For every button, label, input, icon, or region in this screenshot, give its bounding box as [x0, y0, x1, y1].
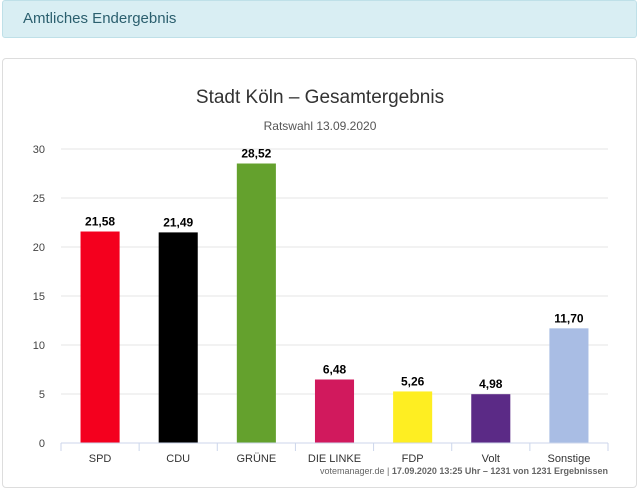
y-tick-label: 5	[39, 389, 45, 401]
x-tick-label: DIE LINKE	[308, 453, 361, 465]
gridlines	[61, 148, 608, 395]
data-labels: 21,58 21,49 28,52 6,48 5,26 4,98 11,70	[85, 147, 584, 392]
x-tick-label: Sonstige	[548, 453, 591, 465]
bars	[80, 163, 589, 443]
data-label: 28,52	[241, 147, 271, 161]
x-tick-label: SPD	[89, 453, 112, 465]
bar[interactable]	[80, 231, 120, 443]
bar[interactable]	[471, 394, 511, 443]
y-tick-label: 20	[33, 242, 45, 254]
data-label: 21,49	[163, 215, 193, 229]
y-tick-label: 10	[33, 340, 45, 352]
footer-status: votemanager.de | 17.09.2020 13:25 Uhr – …	[320, 466, 608, 476]
result-banner: Amtliches Endergebnis	[2, 0, 637, 38]
y-tick-label: 25	[33, 193, 45, 205]
data-label: 4,98	[479, 377, 503, 391]
y-tick-label: 30	[33, 144, 45, 156]
footer-separator: |	[385, 466, 392, 476]
banner-title: Amtliches Endergebnis	[23, 10, 177, 27]
bar[interactable]	[314, 379, 355, 443]
bar[interactable]	[393, 391, 433, 443]
chart-subtitle: Ratswahl 13.09.2020	[264, 119, 377, 133]
y-axis-ticks: 0 5 10 15 20 25 30	[33, 144, 45, 450]
footer-count: 17.09.2020 13:25 Uhr – 1231 von 1231 Erg…	[392, 466, 608, 476]
x-tick-label: GRÜNE	[236, 453, 276, 465]
data-label: 6,48	[323, 362, 347, 376]
footer-source: votemanager.de	[320, 466, 385, 476]
data-label: 5,26	[401, 374, 425, 388]
data-label: 21,58	[85, 215, 115, 229]
x-tick-label: FDP	[402, 453, 424, 465]
bar[interactable]	[236, 163, 276, 443]
x-axis: SPD CDU GRÜNE DIE LINKE FDP Volt Sonstige	[60, 442, 609, 465]
x-tick-label: Volt	[482, 453, 500, 465]
bar[interactable]	[549, 328, 589, 443]
chart-title: Stadt Köln – Gesamtergebnis	[196, 87, 444, 108]
y-tick-label: 15	[33, 291, 45, 303]
y-tick-label: 0	[39, 438, 45, 450]
data-label: 11,70	[554, 311, 584, 325]
x-tick-label: CDU	[166, 453, 190, 465]
bar[interactable]	[158, 232, 198, 443]
